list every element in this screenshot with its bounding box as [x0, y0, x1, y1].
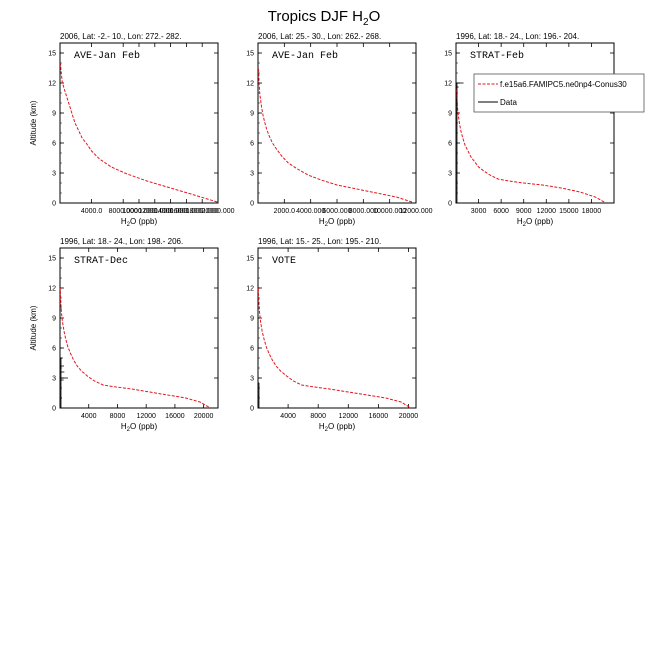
x-tick-label: 8000.000 [109, 208, 138, 215]
y-tick-label: 9 [448, 111, 452, 118]
panel-1: 2006, Lat: -2.- 10., Lon: 272.- 282. AVE-… [29, 32, 235, 228]
panel-title: 1996, Lat: 15.- 25., Lon: 195.- 210. [258, 237, 381, 246]
plot-frame [59, 247, 219, 409]
x-tick-label: 12000 [136, 413, 156, 420]
y-tick-label: 0 [448, 201, 452, 208]
x-tick-label: 10000.000 [373, 208, 406, 215]
x-tick-label: 12000.000 [138, 208, 171, 215]
x-tick-label: 9000 [516, 208, 532, 215]
x-tick-label: 2000.0 [274, 208, 296, 215]
y-tick-label: 6 [250, 141, 254, 148]
x-tick-label: 15000 [559, 208, 579, 215]
panel-2: 2006, Lat: 25.- 30., Lon: 262.- 268. AVE-… [246, 32, 432, 228]
y-tick-label: 3 [250, 171, 254, 178]
x-tick-label: 4000 [81, 413, 97, 420]
y-tick-label: 3 [52, 171, 56, 178]
model-line [257, 287, 410, 408]
y-tick-label: 12 [48, 81, 56, 88]
x-tick-label: 12000.000 [399, 208, 432, 215]
y-tick-label: 0 [52, 201, 56, 208]
panel-label: AVE-Jan Feb [272, 50, 338, 62]
y-tick-label: 0 [250, 201, 254, 208]
x-tick-label: 20000.000 [201, 208, 234, 215]
legend-model-label: f.e15a6.FAMIPC5.ne0np4-Conus30 [500, 80, 627, 89]
panel-label: AVE-Jan Feb [74, 50, 140, 62]
x-tick-label: 20000 [399, 413, 419, 420]
plot-frame [455, 42, 615, 204]
x-axis-label: H2O (ppb) [121, 217, 158, 228]
x-tick-label: 12000 [339, 413, 359, 420]
x-tick-label: 4000 [280, 413, 296, 420]
panel-label: STRAT-Feb [470, 50, 524, 62]
panel-title: 1996, Lat: 18.- 24., Lon: 196.- 204. [456, 32, 579, 41]
x-axis-label: H2O (ppb) [319, 422, 356, 433]
panel-5: 1996, Lat: 15.- 25., Lon: 195.- 210. VOTE… [246, 237, 418, 433]
legend-box [473, 73, 645, 113]
x-tick-label: 16000 [369, 413, 389, 420]
panel-4: 1996, Lat: 18.- 24., Lon: 198.- 206. STRA… [29, 237, 219, 433]
y-axis-label: Altitude (km) [29, 100, 38, 145]
panel-title: 1996, Lat: 18.- 24., Lon: 198.- 206. [60, 237, 183, 246]
x-tick-label: 14000.000 [154, 208, 187, 215]
y-tick-label: 12 [444, 81, 452, 88]
y-tick-label: 9 [250, 316, 254, 323]
y-tick-label: 6 [250, 346, 254, 353]
y-tick-label: 6 [52, 346, 56, 353]
x-tick-label: 8000 [310, 413, 326, 420]
y-tick-label: 15 [246, 51, 254, 58]
x-tick-label: 16000 [165, 413, 185, 420]
plot-frame [257, 42, 417, 204]
y-tick-label: 12 [246, 81, 254, 88]
x-tick-label: 18000.000 [186, 208, 219, 215]
y-axis-label: Altitude (km) [29, 305, 38, 350]
x-axis-label: H2O (ppb) [121, 422, 158, 433]
y-tick-label: 15 [246, 256, 254, 263]
x-tick-label: 20000 [194, 413, 214, 420]
x-tick-label: 10000.000 [122, 208, 155, 215]
y-tick-label: 3 [448, 171, 452, 178]
y-tick-label: 6 [52, 141, 56, 148]
x-axis-label: H2O (ppb) [319, 217, 356, 228]
plot-frame [257, 247, 417, 409]
plot-frame [59, 42, 219, 204]
y-tick-label: 3 [52, 376, 56, 383]
x-tick-label: 8000.000 [349, 208, 378, 215]
y-tick-label: 9 [52, 111, 56, 118]
model-line [455, 87, 605, 203]
x-tick-label: 4000.000 [296, 208, 325, 215]
x-tick-label: 6000 [493, 208, 509, 215]
panel-3: 1996, Lat: 18.- 24., Lon: 196.- 204. STRA… [444, 32, 615, 228]
x-tick-label: 12000 [537, 208, 557, 215]
x-tick-label: 16000.000 [170, 208, 203, 215]
y-tick-label: 15 [48, 256, 56, 263]
panel-label: STRAT-Dec [74, 256, 128, 267]
x-tick-label: 6000.000 [322, 208, 351, 215]
y-tick-label: 9 [250, 111, 254, 118]
y-tick-label: 0 [250, 406, 254, 413]
x-tick-label: 8000 [110, 413, 126, 420]
panel-label: VOTE [272, 256, 296, 267]
model-line [258, 67, 413, 203]
legend-data-label: Data [500, 98, 517, 107]
panel-title: 2006, Lat: 25.- 30., Lon: 262.- 268. [258, 32, 381, 41]
legend: f.e15a6.FAMIPC5.ne0np4-Conus30 Data [473, 73, 645, 113]
model-line [59, 287, 209, 408]
y-tick-label: 12 [48, 286, 56, 293]
x-tick-label: 3000 [471, 208, 487, 215]
y-tick-label: 12 [246, 286, 254, 293]
figure-title: Tropics DJF H2O [267, 8, 381, 28]
y-tick-label: 6 [448, 141, 452, 148]
model-line [60, 62, 218, 203]
y-tick-label: 3 [250, 376, 254, 383]
y-tick-label: 15 [48, 51, 56, 58]
panel-title: 2006, Lat: -2.- 10., Lon: 272.- 282. [60, 32, 181, 41]
x-axis-label: H2O (ppb) [517, 217, 554, 228]
y-tick-label: 0 [52, 406, 56, 413]
x-tick-label: 18000 [582, 208, 602, 215]
x-tick-label: 4000.0 [81, 208, 103, 215]
y-tick-label: 9 [52, 316, 56, 323]
y-tick-label: 15 [444, 51, 452, 58]
